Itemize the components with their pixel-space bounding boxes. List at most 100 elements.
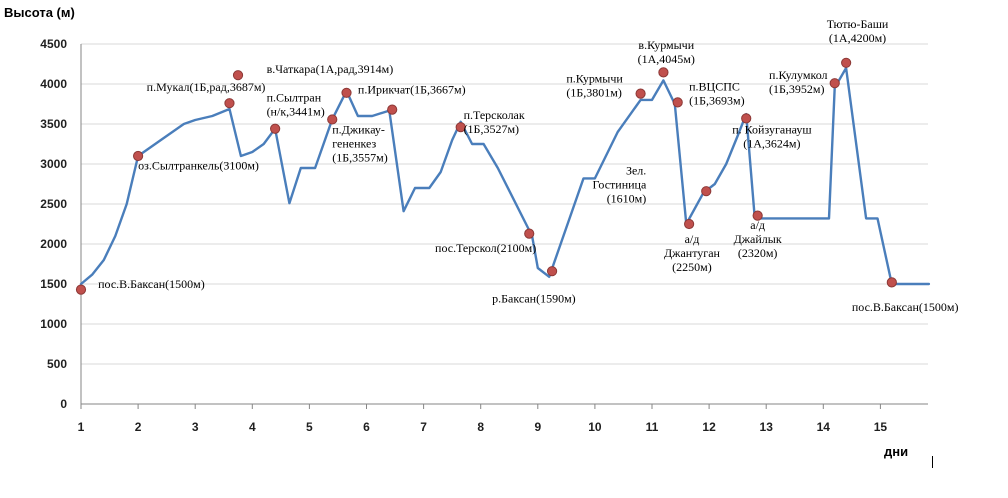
annotation-line: п.ВЦСПС <box>689 79 740 93</box>
annotation-line: Джайлык <box>734 232 782 246</box>
annotation-line: а/д <box>750 218 765 232</box>
point-annotation: п.ВЦСПС (1Б,3693м) <box>689 79 744 107</box>
annotation-line: (1Б,3557м) <box>332 151 387 165</box>
annotation-line: Джантуган <box>664 246 721 260</box>
point-annotation: Зел. Гостиница (1610м) <box>593 163 647 205</box>
x-tick-label: 4 <box>249 420 256 434</box>
point-marker <box>75 284 87 295</box>
point-annotation: п.Терсколак (1Б,3527м) <box>464 108 525 136</box>
annotation-line: п.Терсколак <box>464 108 525 122</box>
x-tick-label: 13 <box>760 420 774 434</box>
annotation-line: в.Курмычи <box>638 38 694 52</box>
annotation-line: Гостиница <box>593 177 647 191</box>
annotation-line: п.Курмычи <box>566 71 623 85</box>
annotation-line: (н/к,3441м) <box>267 105 325 119</box>
point-marker <box>327 114 338 125</box>
annotation-line: в.Чаткара(1А,рад,3914м) <box>267 62 394 76</box>
point-marker <box>524 228 535 239</box>
point-annotation: п.Джикау-гененкез (1Б,3557м) <box>332 123 387 165</box>
annotations-layer: пос.В.Баксан(1500м) оз.Сылтранкель(3100м)… <box>98 17 958 314</box>
x-tick-label: 12 <box>702 420 716 434</box>
annotation-line: (2320м) <box>738 246 778 260</box>
point-marker <box>635 88 646 99</box>
point-marker <box>752 210 763 221</box>
x-tick-label: 6 <box>363 420 370 434</box>
point-marker <box>658 67 669 78</box>
point-annotation: п.Сылтран (н/к,3441м) <box>267 91 325 119</box>
series-layer <box>79 66 931 286</box>
x-tick-label: 1 <box>78 420 85 434</box>
annotation-line: р.Баксан(1590м) <box>492 291 576 305</box>
y-tick-label: 500 <box>47 357 67 371</box>
x-tick-label: 3 <box>192 420 199 434</box>
point-marker <box>701 186 712 197</box>
x-tick-label: 14 <box>817 420 831 434</box>
point-annotation: пос.В.Баксан(1500м) <box>852 300 959 314</box>
annotation-line: п.Кулумкол <box>769 68 827 82</box>
point-annotation: п.Курмычи (1Б,3801м) <box>566 71 623 99</box>
x-tick-label: 5 <box>306 420 313 434</box>
point-marker <box>672 97 683 108</box>
y-tick-label: 0 <box>60 397 67 411</box>
point-marker <box>232 70 244 81</box>
point-marker <box>341 87 352 98</box>
annotation-line: (1Б,3693м) <box>689 93 744 107</box>
x-tick-label: 11 <box>646 420 659 434</box>
point-annotation: в.Чаткара(1А,рад,3914м) <box>267 62 394 76</box>
annotation-line: п.Ирикчат(1Б,3667м) <box>358 83 466 97</box>
annotation-line: (1А,3624м) <box>743 137 800 151</box>
annotation-line: (1Б,3952м) <box>769 82 824 96</box>
point-annotation: пос.Терскол(2100м) <box>435 241 536 255</box>
y-tick-label: 4500 <box>40 37 67 51</box>
y-tick-label: 1500 <box>40 277 67 291</box>
annotation-line: Зел. <box>626 163 646 177</box>
point-marker <box>270 123 281 134</box>
x-tick-label: 7 <box>420 420 427 434</box>
x-tick-label: 8 <box>477 420 484 434</box>
y-tick-label: 1000 <box>40 317 67 331</box>
point-marker <box>886 277 897 288</box>
point-annotation: р.Баксан(1590м) <box>492 291 576 305</box>
point-marker <box>546 266 558 277</box>
point-marker <box>829 78 840 89</box>
elevation-series-line <box>79 66 931 286</box>
annotation-line: п.Джикау- <box>332 123 385 137</box>
annotation-line: пос.В.Баксан(1500м) <box>98 277 205 291</box>
x-tick-label: 2 <box>135 420 142 434</box>
point-annotation: в.Курмычи (1А,4045м) <box>638 38 695 66</box>
point-annotation: а/д Джантуган (2250м) <box>664 232 721 274</box>
annotation-line: Тютю-Баши <box>827 17 889 31</box>
point-annotation: а/д Джайлык (2320м) <box>734 218 782 260</box>
y-tick-label: 3000 <box>40 157 67 171</box>
x-tick-label: 15 <box>874 420 888 434</box>
y-tick-label: 2000 <box>40 237 67 251</box>
point-annotation: п.Кулумкол (1Б,3952м) <box>769 68 827 96</box>
point-annotation: п.Мукал(1Б,рад,3687м) <box>147 80 266 94</box>
annotation-line: (1Б,3527м) <box>464 122 519 136</box>
annotation-line: (2250м) <box>672 260 712 274</box>
annotation-line: (1610м) <box>607 191 647 205</box>
annotation-line: пос.Терскол(2100м) <box>435 241 536 255</box>
gridlines <box>81 43 928 365</box>
x-axis-title: дни <box>884 444 908 459</box>
annotation-line: оз.Сылтранкель(3100м) <box>138 159 259 173</box>
markers-layer <box>75 57 897 295</box>
point-annotation: п. Койзуганауш (1А,3624м) <box>732 123 812 151</box>
annotation-line: п. Койзуганауш <box>732 123 812 137</box>
annotation-line: (1А,4200м) <box>829 31 886 45</box>
annotation-line: п.Сылтран <box>267 91 322 105</box>
point-marker <box>387 104 398 115</box>
annotation-line: п.Мукал(1Б,рад,3687м) <box>147 80 266 94</box>
y-tick-label: 2500 <box>40 197 67 211</box>
point-marker <box>133 150 144 162</box>
point-marker <box>455 122 466 133</box>
point-annotation: оз.Сылтранкель(3100м) <box>138 159 259 173</box>
y-tick-label: 3500 <box>40 117 67 131</box>
point-marker <box>741 113 752 124</box>
point-annotation: Тютю-Баши (1А,4200м) <box>827 17 889 45</box>
point-marker <box>684 218 695 230</box>
text-cursor <box>932 456 933 468</box>
x-tick-label: 10 <box>588 420 602 434</box>
